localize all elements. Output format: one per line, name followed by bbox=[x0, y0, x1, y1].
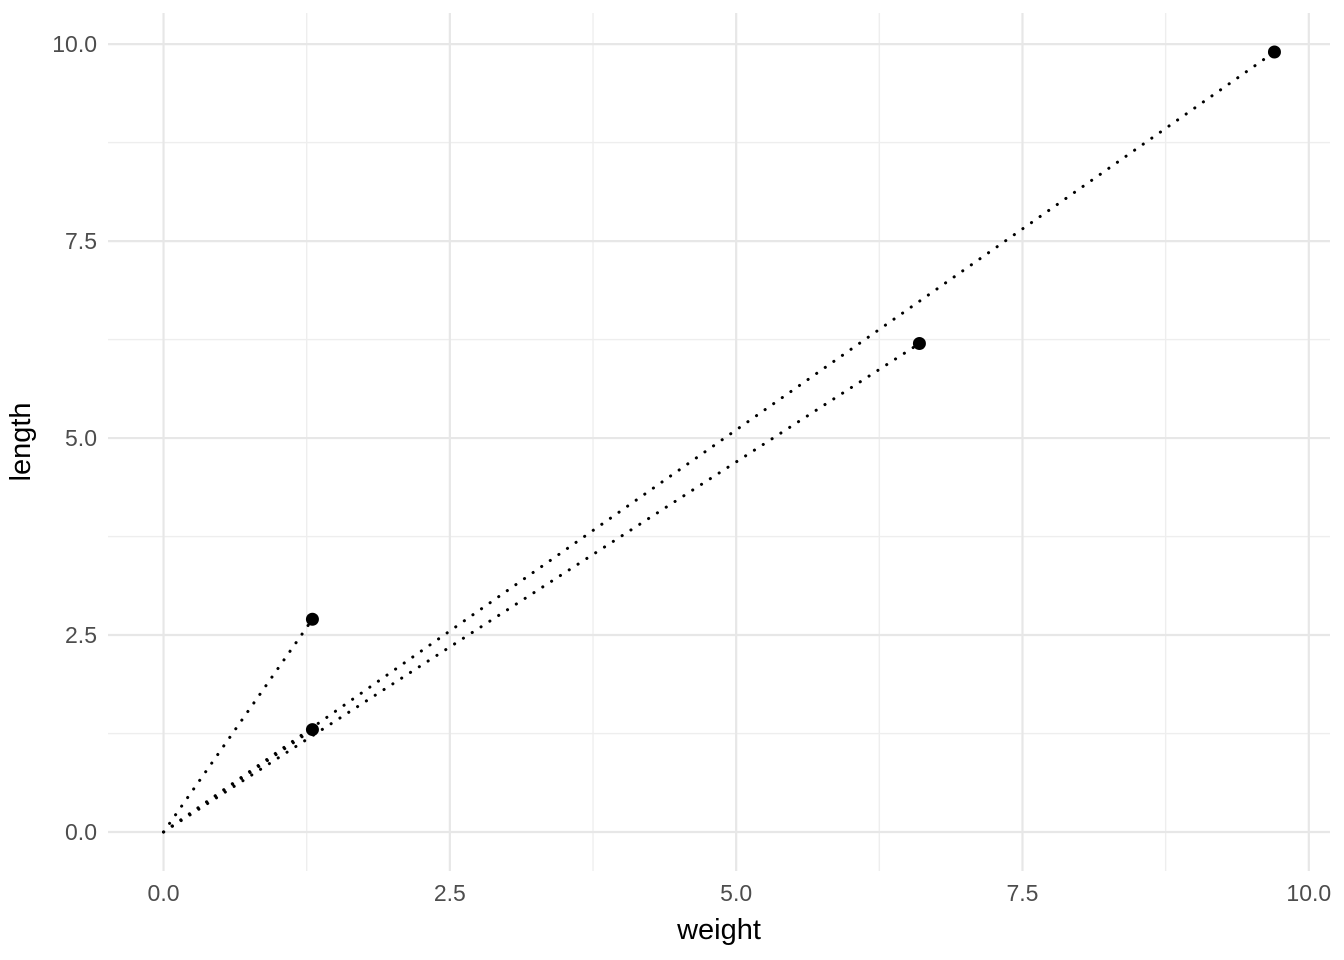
segment-line bbox=[162, 728, 314, 834]
data-point bbox=[912, 337, 926, 351]
segment-line bbox=[162, 342, 921, 834]
y-tick-label: 7.5 bbox=[65, 228, 97, 254]
y-tick-label: 10.0 bbox=[52, 31, 97, 57]
x-tick-label: 5.0 bbox=[720, 880, 752, 906]
tick-label-layer: 0.0 2.5 5.0 7.5 10.0 0.0 2.5 5.0 7.5 10.0 bbox=[52, 31, 1331, 906]
point-layer bbox=[305, 45, 1281, 737]
x-tick-label: 2.5 bbox=[434, 880, 466, 906]
segment-line bbox=[162, 50, 1276, 834]
data-point bbox=[305, 612, 319, 626]
x-tick-label: 0.0 bbox=[148, 880, 180, 906]
y-tick-label: 5.0 bbox=[65, 425, 97, 451]
y-tick-label: 0.0 bbox=[65, 819, 97, 845]
grid-major-layer bbox=[108, 13, 1330, 871]
data-point bbox=[305, 723, 319, 737]
x-axis-title: weight bbox=[676, 914, 761, 946]
data-point bbox=[1267, 45, 1281, 59]
x-tick-label: 10.0 bbox=[1286, 880, 1331, 906]
y-axis-title: length bbox=[5, 402, 37, 481]
segment-layer bbox=[162, 50, 1276, 834]
segment-line bbox=[162, 617, 314, 834]
x-tick-label: 7.5 bbox=[1007, 880, 1039, 906]
y-tick-label: 2.5 bbox=[65, 622, 97, 648]
